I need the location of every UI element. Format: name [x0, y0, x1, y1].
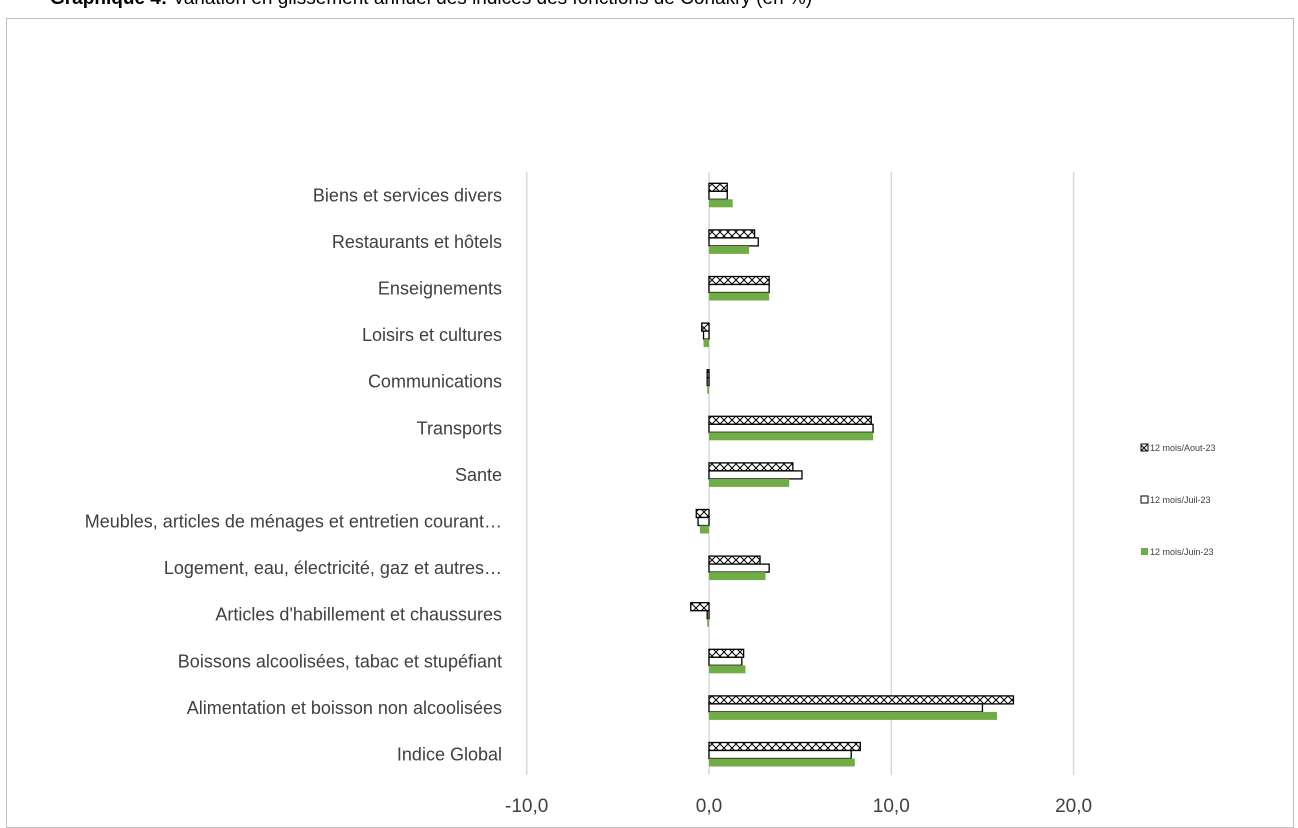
bar-crosshatch: [708, 695, 1015, 705]
category-label: Loisirs et cultures: [362, 325, 502, 345]
bar-solid-green: [699, 525, 709, 534]
category-label: Alimentation et boisson non alcoolisées: [187, 698, 502, 718]
bar-outline: [708, 237, 759, 247]
bar-solid-green: [709, 478, 790, 487]
bar-crosshatch: [706, 369, 710, 379]
bar-solid-green: [707, 385, 709, 394]
legend-label: 12 mois/Juil-23: [1150, 495, 1211, 505]
bar-solid-green: [707, 618, 709, 627]
legend-label: 12 mois/Juin-23: [1150, 547, 1214, 557]
category-label: Restaurants et hôtels: [332, 232, 502, 252]
bar-outline: [702, 330, 710, 340]
x-tick-label: 10,0: [873, 796, 910, 817]
category-label: Sante: [455, 465, 502, 485]
bar-solid-green: [709, 711, 998, 720]
bar-outline: [708, 190, 728, 200]
bar-solid-green: [709, 199, 733, 208]
bar-solid-green: [709, 665, 746, 674]
bar-crosshatch: [708, 415, 872, 425]
legend-swatch: [1140, 443, 1149, 452]
bar-outline: [708, 470, 803, 480]
bar-outline: [706, 610, 710, 620]
bar-solid-green: [709, 758, 855, 767]
bar-solid-green: [709, 572, 766, 581]
category-label: Communications: [368, 372, 502, 392]
chart-title: Graphique 4: Variation en glissement ann…: [50, 0, 812, 10]
category-label: Indice Global: [397, 745, 502, 765]
bar-outline: [708, 283, 770, 294]
x-tick-label: 0,0: [696, 796, 722, 817]
bar-outline: [708, 703, 984, 713]
bar-crosshatch: [708, 648, 745, 658]
category-label: Biens et services divers: [313, 185, 502, 205]
legend-label: 12 mois/Aout-23: [1150, 443, 1216, 453]
bar-outline: [706, 377, 710, 387]
bar-outline: [708, 563, 770, 573]
bar-crosshatch: [690, 602, 710, 612]
category-label: Boissons alcoolisées, tabac et stupéfian…: [178, 651, 502, 671]
legend-swatch: [1140, 495, 1149, 504]
bar-crosshatch: [708, 182, 728, 192]
bar-crosshatch: [708, 462, 794, 472]
x-tick-label: 20,0: [1055, 796, 1092, 817]
bar-crosshatch: [701, 322, 710, 332]
category-label: Enseignements: [378, 279, 502, 299]
bar-outline: [697, 516, 710, 527]
bar-crosshatch: [708, 741, 861, 752]
x-tick-label: -10,0: [505, 796, 548, 817]
bar-outline: [708, 749, 852, 760]
bar-solid-green: [709, 432, 874, 441]
category-label: Articles d'habillement et chaussures: [215, 605, 502, 625]
legend-swatch: [1141, 548, 1148, 555]
category-label: Meubles, articles de ménages et entretie…: [85, 512, 502, 532]
bar-outline: [708, 656, 743, 666]
chart-title-prefix: Graphique 4:: [50, 0, 167, 9]
bar-solid-green: [709, 292, 770, 301]
legend: 12 mois/Aout-23 12 mois/Juil-23 12 mois/Ju…: [1140, 443, 1216, 557]
x-tick-labels: -10,0 0,0 10,0 20,0: [505, 796, 1092, 817]
bar-crosshatch: [708, 555, 761, 565]
bars: [690, 182, 1015, 767]
bar-crosshatch: [708, 275, 770, 286]
bar-crosshatch: [695, 508, 710, 519]
bar-crosshatch: [708, 229, 756, 239]
bar-outline: [708, 423, 874, 433]
gridlines: [525, 172, 1075, 775]
chart-title-text: Variation en glissement annuel des indic…: [167, 0, 812, 9]
category-label: Logement, eau, électricité, gaz et autre…: [164, 558, 502, 578]
category-labels: Biens et services divers Restaurants et h…: [85, 185, 502, 764]
bar-solid-green: [709, 245, 750, 254]
bar-solid-green: [703, 339, 709, 348]
category-label: Transports: [417, 418, 502, 438]
